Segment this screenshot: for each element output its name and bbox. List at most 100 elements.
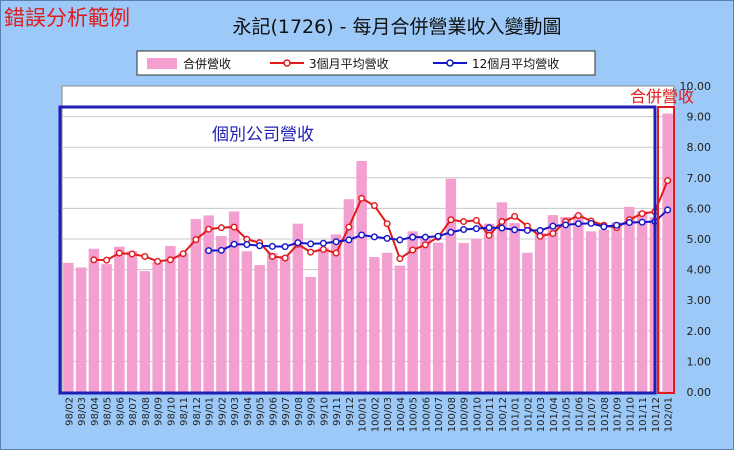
line-3m-average: [93, 180, 669, 263]
point-12m-average: [358, 231, 366, 239]
x-tick-label: 99/04: [243, 397, 254, 426]
point-3m-average: [307, 248, 315, 256]
point-12m-average: [383, 234, 391, 242]
bar: [241, 251, 253, 392]
x-tick-label: 100/01: [358, 397, 369, 432]
bar: [432, 242, 444, 392]
x-tick-label: 101/07: [587, 397, 598, 432]
bar: [381, 252, 393, 392]
x-axis: 98/02 98/03 98/04 98/05 98/06 98/07 98/08 98/09…: [64, 397, 674, 432]
point-12m-average: [574, 220, 582, 228]
point-3m-average: [574, 211, 582, 219]
point-12m-average: [613, 221, 621, 229]
individual-revenue-label: 個別公司營收: [212, 125, 314, 145]
point-3m-average: [447, 216, 455, 224]
bar: [560, 216, 571, 392]
point-3m-average: [179, 250, 187, 258]
bar: [165, 246, 176, 392]
bar: [522, 252, 533, 392]
x-tick-label: 101/05: [562, 397, 573, 432]
point-3m-average: [192, 236, 200, 244]
bar: [318, 247, 329, 392]
x-tick-label: 98/10: [166, 397, 177, 426]
point-3m-average: [409, 246, 417, 254]
point-3m-average: [638, 210, 646, 218]
point-3m-average: [154, 257, 162, 265]
x-tick-label: 99/07: [281, 397, 292, 426]
bar: [75, 267, 87, 392]
bar: [254, 265, 265, 392]
point-12m-average: [472, 225, 480, 233]
x-tick-label: 101/06: [574, 397, 585, 432]
x-tick-label: 98/12: [192, 397, 203, 426]
bar: [547, 215, 559, 392]
point-3m-average: [421, 241, 429, 249]
point-12m-average: [243, 241, 251, 249]
point-12m-average: [638, 218, 646, 226]
x-tick-label: 101/10: [625, 397, 636, 432]
point-12m-average: [498, 224, 506, 232]
bar: [496, 202, 508, 392]
bar: [292, 223, 304, 392]
y-tick-label: 8.00: [687, 141, 712, 154]
bar: [356, 160, 367, 392]
point-12m-average: [549, 222, 557, 230]
x-tick-label: 98/02: [64, 397, 75, 426]
bar: [611, 222, 622, 392]
point-12m-average: [485, 224, 493, 232]
legend-swatch-12m-marker: [446, 59, 454, 67]
point-12m-average: [523, 226, 531, 234]
consolidated-highlight-label: 合併營收: [630, 87, 694, 106]
point-12m-average: [370, 233, 378, 241]
x-tick-label: 99/10: [319, 397, 330, 426]
point-12m-average: [421, 233, 429, 241]
x-tick-label: 100/09: [460, 397, 471, 432]
x-tick-label: 101/11: [638, 397, 649, 432]
point-12m-average: [600, 223, 608, 231]
point-3m-average: [268, 252, 276, 260]
bar: [471, 239, 482, 392]
bar: [330, 234, 342, 392]
error-analysis-tag: 錯誤分析範例: [4, 6, 130, 30]
y-axis: 0.00 1.00 2.00 3.00 4.00 5.00 6.00 7.00 8.00 9.00…: [680, 80, 712, 399]
bar: [407, 231, 418, 392]
point-3m-average: [90, 256, 98, 264]
x-tick-label: 98/03: [77, 397, 88, 426]
x-tick-label: 100/11: [485, 397, 496, 432]
point-3m-average: [370, 202, 378, 210]
point-12m-average: [268, 242, 276, 250]
x-tick-label: 101/01: [511, 397, 522, 432]
y-tick-label: 1.00: [687, 355, 712, 368]
y-tick-label: 0.00: [687, 386, 712, 399]
point-12m-average: [256, 242, 264, 250]
bar: [662, 113, 673, 392]
point-3m-average: [664, 177, 672, 185]
point-12m-average: [217, 246, 225, 254]
line-series: [90, 177, 672, 265]
bar: [394, 265, 406, 392]
bar: [228, 211, 240, 392]
point-12m-average: [562, 221, 570, 229]
x-tick-label: 99/06: [268, 397, 279, 426]
x-tick-label: 100/04: [396, 397, 407, 432]
x-tick-label: 98/09: [154, 397, 165, 426]
x-tick-label: 98/07: [128, 397, 139, 426]
bar: [420, 237, 431, 392]
x-tick-label: 100/10: [472, 397, 483, 432]
point-3m-average: [485, 231, 493, 239]
x-tick-label: 100/06: [421, 397, 432, 432]
x-tick-label: 98/06: [115, 397, 126, 426]
bar: [88, 248, 100, 392]
point-12m-average: [409, 233, 417, 241]
chart-title: 永記(1726) - 每月合併營業收入變動圖: [232, 16, 561, 38]
point-3m-average: [511, 212, 519, 220]
point-3m-average: [281, 254, 289, 262]
point-12m-average: [319, 239, 327, 247]
point-3m-average: [383, 220, 391, 228]
bar: [534, 232, 546, 392]
x-tick-label: 102/01: [664, 397, 675, 432]
bar: [483, 223, 495, 392]
x-tick-label: 100/08: [447, 397, 458, 432]
x-tick-label: 98/04: [90, 397, 101, 426]
x-tick-label: 101/12: [651, 397, 662, 432]
